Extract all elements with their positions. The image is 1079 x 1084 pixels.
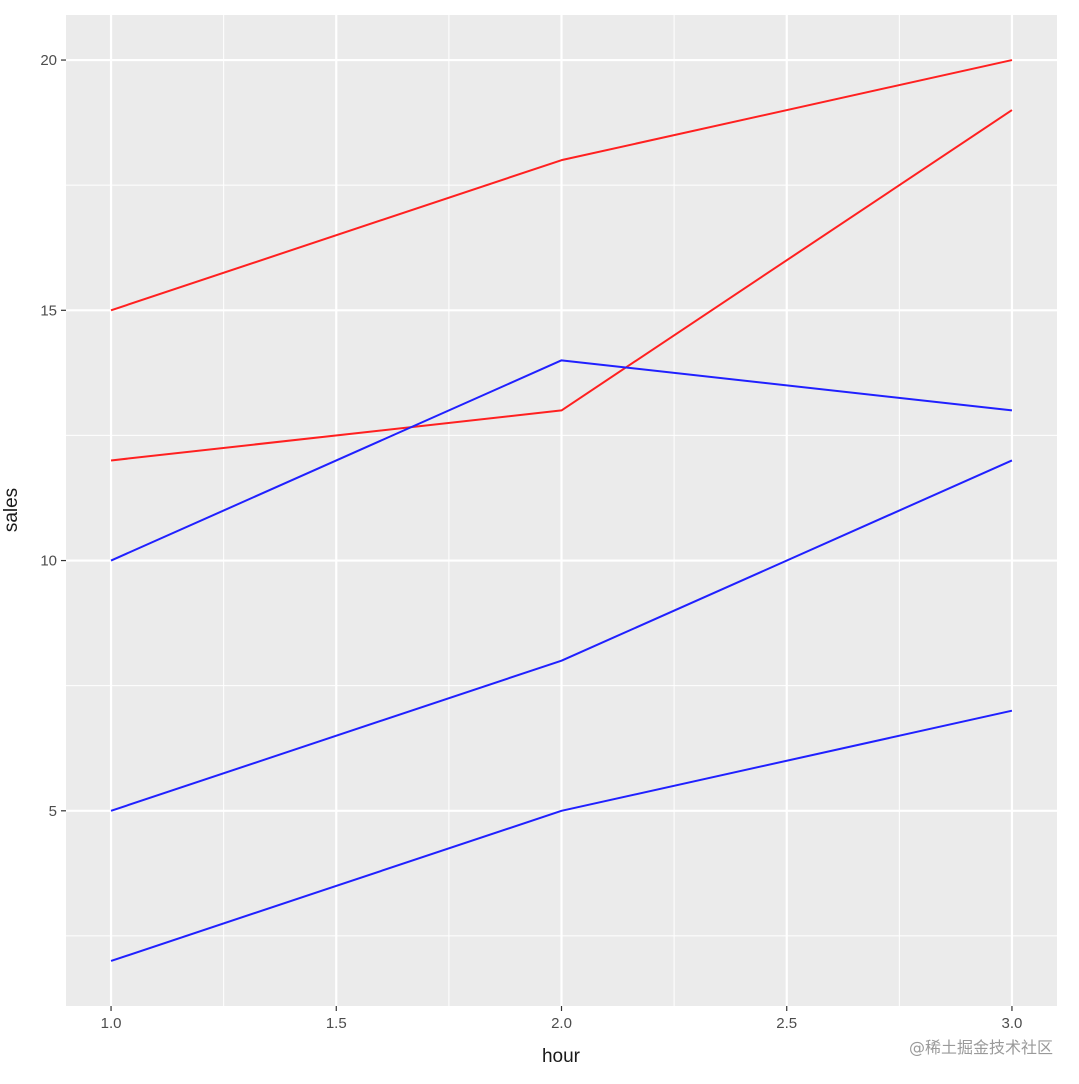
x-axis-ticks: 1.0 1.5 2.0 2.5 3.0 (101, 1006, 1023, 1032)
y-tick-label: 20 (40, 52, 57, 69)
series-line-4 (110, 459, 1013, 812)
y-tick-label: 5 (49, 803, 57, 820)
y-tick-label: 10 (40, 553, 57, 570)
x-tick-label: 2.0 (551, 1015, 572, 1032)
x-tick-label: 1.0 (101, 1015, 122, 1032)
series-line-2 (110, 109, 1013, 462)
y-tick-label: 15 (40, 302, 57, 319)
watermark-text: @稀土掘金技术社区 (908, 1038, 1053, 1057)
series-line-5 (110, 709, 1013, 962)
series-line-3 (110, 359, 1013, 562)
x-axis-title: hour (542, 1046, 581, 1067)
x-tick-label: 2.5 (776, 1015, 797, 1032)
y-axis-ticks: 5 10 15 20 (40, 52, 66, 820)
y-axis-title: sales (1, 488, 22, 532)
series-line-1 (110, 59, 1013, 312)
x-tick-label: 1.5 (326, 1015, 347, 1032)
series-lines (110, 59, 1013, 962)
x-tick-label: 3.0 (1002, 1015, 1023, 1032)
